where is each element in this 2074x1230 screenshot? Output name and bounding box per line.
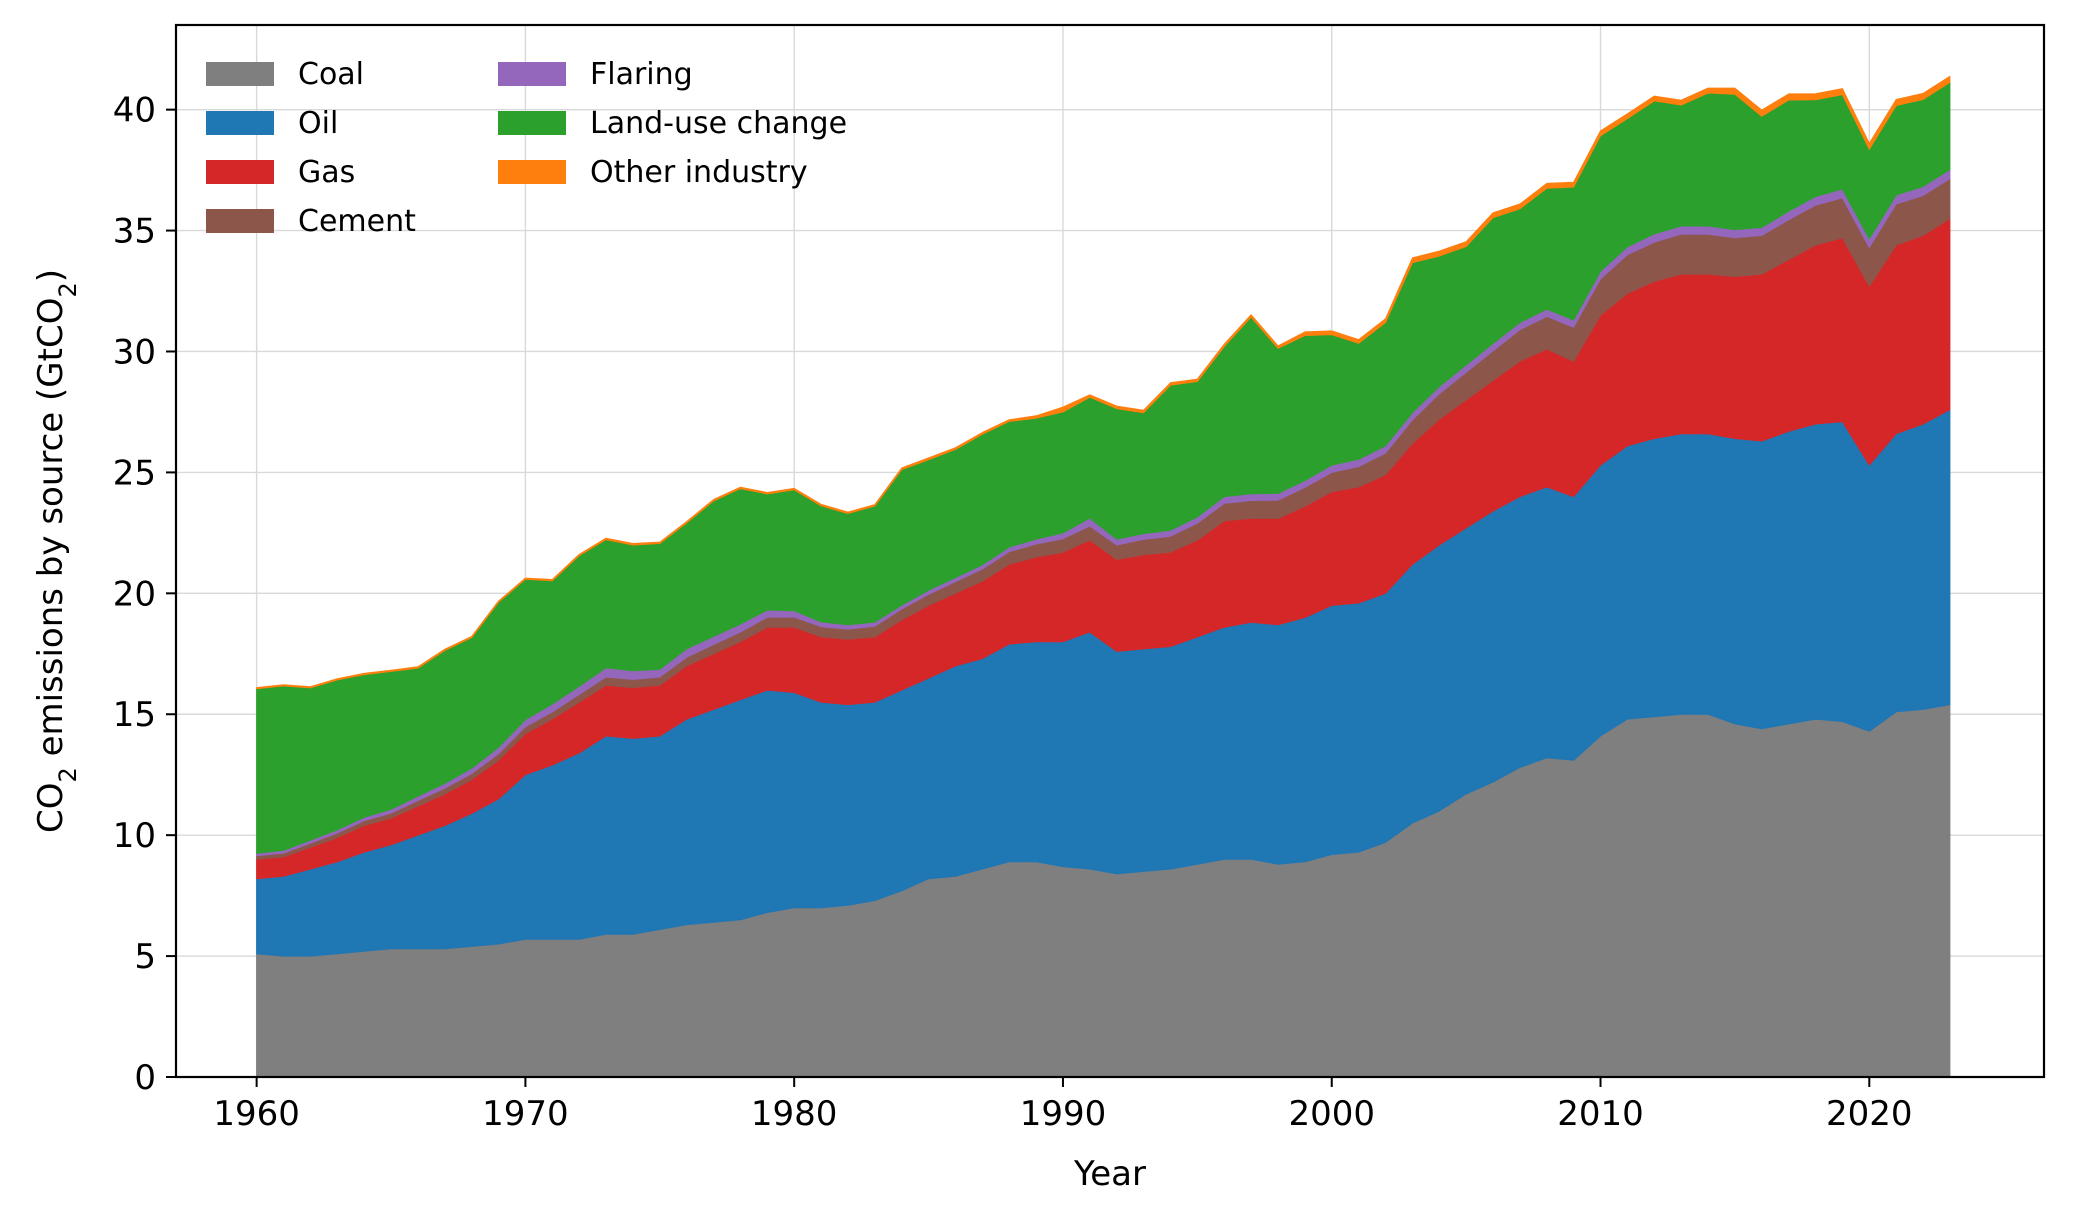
x-tick-label: 2020 bbox=[1826, 1094, 1913, 1134]
legend-label-cement: Cement bbox=[298, 204, 416, 239]
x-tick-label: 1990 bbox=[1020, 1094, 1107, 1134]
legend-label-land-use-change: Land-use change bbox=[590, 106, 847, 141]
y-tick-label: 15 bbox=[113, 695, 156, 735]
y-axis-label-prefix: CO bbox=[31, 783, 71, 834]
y-tick-label: 5 bbox=[134, 937, 156, 977]
legend-label-flaring: Flaring bbox=[590, 57, 693, 92]
x-tick-label: 1960 bbox=[213, 1094, 300, 1134]
y-tick-label: 30 bbox=[113, 332, 156, 372]
legend-swatch-land-use-change bbox=[498, 111, 566, 135]
axis-ticks: 1960 1970 1980 1990 2000 2010 2020 0 5 10 15 20 25 30… bbox=[113, 91, 1913, 1134]
y-tick-label: 25 bbox=[113, 453, 156, 493]
x-tick-label: 1970 bbox=[482, 1094, 569, 1134]
plot-frame bbox=[174, 23, 2046, 1079]
legend-label-coal: Coal bbox=[298, 57, 364, 92]
legend-label-oil: Oil bbox=[298, 106, 338, 141]
y-axis-label: CO2 emissions by source (GtCO2) bbox=[31, 269, 82, 833]
legend-label-other-industry: Other industry bbox=[590, 155, 808, 190]
legend-swatch-cement bbox=[206, 209, 274, 233]
y-tick-label: 0 bbox=[134, 1058, 156, 1098]
area-other-industry bbox=[256, 75, 1951, 690]
legend-swatch-flaring bbox=[498, 62, 566, 86]
legend-swatch-coal bbox=[206, 62, 274, 86]
y-axis-label-sub2: 2 bbox=[54, 282, 82, 297]
legend-label-gas: Gas bbox=[298, 155, 355, 190]
legend-swatch-oil bbox=[206, 111, 274, 135]
y-tick-label: 35 bbox=[113, 212, 156, 252]
area-series bbox=[256, 75, 1951, 1078]
x-tick-label: 2000 bbox=[1288, 1094, 1375, 1134]
legend-swatch-other-industry bbox=[498, 160, 566, 184]
y-tick-label: 40 bbox=[113, 91, 156, 131]
y-axis-label-sub1: 2 bbox=[54, 767, 82, 782]
x-tick-label: 1980 bbox=[751, 1094, 838, 1134]
legend-swatch-gas bbox=[206, 160, 274, 184]
x-tick-label: 2010 bbox=[1557, 1094, 1644, 1134]
legend: Coal Oil Gas Cement Flaring Land-use change Ot… bbox=[206, 57, 847, 239]
y-axis-label-middle: emissions by source (GtCO bbox=[31, 298, 71, 768]
y-axis-label-suffix: ) bbox=[31, 269, 71, 282]
x-axis-label: Year bbox=[1073, 1154, 1146, 1194]
y-tick-label: 20 bbox=[113, 574, 156, 614]
y-tick-label: 10 bbox=[113, 816, 156, 856]
